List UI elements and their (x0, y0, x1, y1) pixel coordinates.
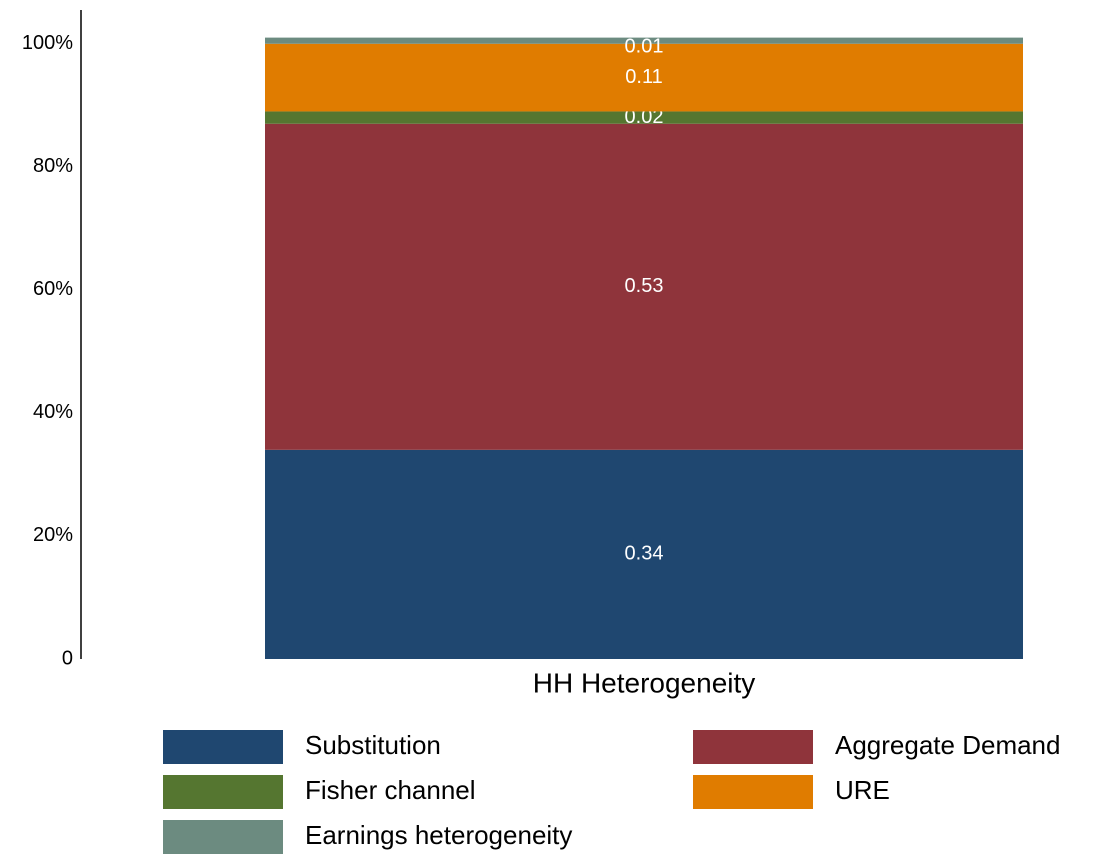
legend-label: Fisher channel (305, 775, 476, 805)
legend-label: Earnings heterogeneity (305, 820, 572, 850)
y-tick-label: 0 (62, 647, 73, 669)
legend-label: URE (835, 775, 890, 805)
data-label: 0.53 (625, 275, 664, 297)
legend-swatch (163, 730, 283, 764)
legend-swatch (163, 775, 283, 809)
bar-segment (265, 37, 1023, 44)
bar-segment (265, 111, 1023, 124)
y-tick-label: 20% (33, 524, 73, 546)
bar-segment (265, 449, 1023, 659)
x-tick-label: HH Heterogeneity (533, 667, 756, 698)
y-tick-label: 40% (33, 401, 73, 423)
legend-swatch (163, 820, 283, 854)
legend-swatch (693, 730, 813, 764)
y-tick-label: 60% (33, 278, 73, 300)
data-label: 0.11 (625, 66, 662, 88)
y-tick-label: 100% (22, 32, 73, 54)
bar-segment (265, 123, 1023, 450)
y-tick-label: 80% (33, 155, 73, 177)
bar-segment (265, 43, 1023, 112)
legend-label: Substitution (305, 730, 441, 760)
legend-swatch (693, 775, 813, 809)
data-label: 0.34 (625, 543, 664, 565)
legend-label: Aggregate Demand (835, 730, 1060, 760)
data-label: 0.01 (625, 35, 664, 57)
